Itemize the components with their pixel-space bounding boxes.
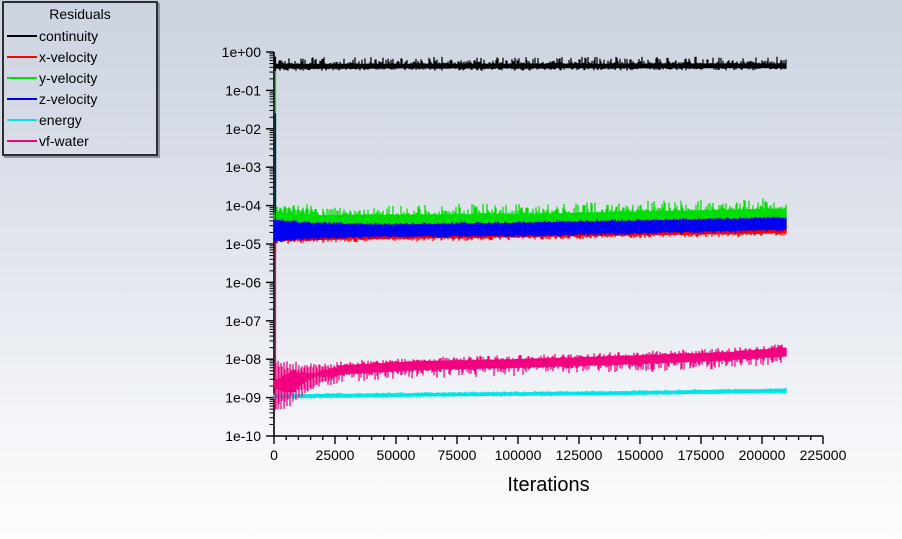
x-tick-label: 0 [270, 447, 278, 463]
x-tick-label: 150000 [617, 447, 664, 463]
y-tick-label: 1e+00 [222, 44, 262, 60]
y-tick-label: 1e-06 [225, 274, 261, 290]
energy-line-swatch [7, 118, 37, 121]
x-tick-label: 50000 [377, 447, 416, 463]
legend-label: x-velocity [39, 48, 98, 65]
series-continuity [273, 56, 787, 72]
x-tick-label: 200000 [739, 447, 786, 463]
legend-item-y-velocity: y-velocity [4, 67, 156, 88]
y-tick-label: 1e-05 [225, 236, 261, 252]
y-velocity-line-swatch [7, 76, 37, 79]
y-tick-label: 1e-10 [225, 428, 261, 444]
legend-label: vf-water [39, 132, 89, 149]
series-y-velocity [273, 71, 787, 231]
y-tick-label: 1e-03 [225, 159, 261, 175]
x-tick-label: 175000 [678, 447, 725, 463]
x-tick-label: 25000 [316, 447, 355, 463]
x-velocity-line-swatch [7, 55, 37, 58]
legend-box: Residuals continuity x-velocity y-veloci… [2, 1, 158, 156]
y-tick-label: 1e-07 [225, 313, 261, 329]
y-tick-label: 1e-01 [225, 82, 261, 98]
x-tick-label: 75000 [438, 447, 477, 463]
y-tick-label: 1e-04 [225, 198, 261, 214]
x-tick-label: 100000 [495, 447, 542, 463]
legend-item-x-velocity: x-velocity [4, 46, 156, 67]
y-tick-label: 1e-08 [225, 351, 261, 367]
y-tick-label: 1e-09 [225, 390, 261, 406]
vf-water-line-swatch [7, 139, 37, 142]
y-tick-label: 1e-02 [225, 121, 261, 137]
series-energy [273, 387, 787, 400]
legend-item-z-velocity: z-velocity [4, 88, 156, 109]
x-tick-label: 225000 [800, 447, 847, 463]
legend-label: energy [39, 111, 82, 128]
series-z-velocity [273, 113, 787, 243]
series-vf-water [273, 245, 787, 411]
legend-item-vf-water: vf-water [4, 130, 156, 151]
x-tick-label: 125000 [556, 447, 603, 463]
z-velocity-line-swatch [7, 97, 37, 100]
legend-label: continuity [39, 27, 99, 44]
legend-label: y-velocity [39, 69, 98, 86]
legend-item-continuity: continuity [4, 25, 156, 46]
continuity-line-swatch [7, 34, 37, 37]
legend-title: Residuals [49, 6, 111, 22]
legend-label: z-velocity [39, 90, 98, 107]
x-axis-title: Iterations [507, 474, 590, 496]
legend-item-energy: energy [4, 109, 156, 130]
